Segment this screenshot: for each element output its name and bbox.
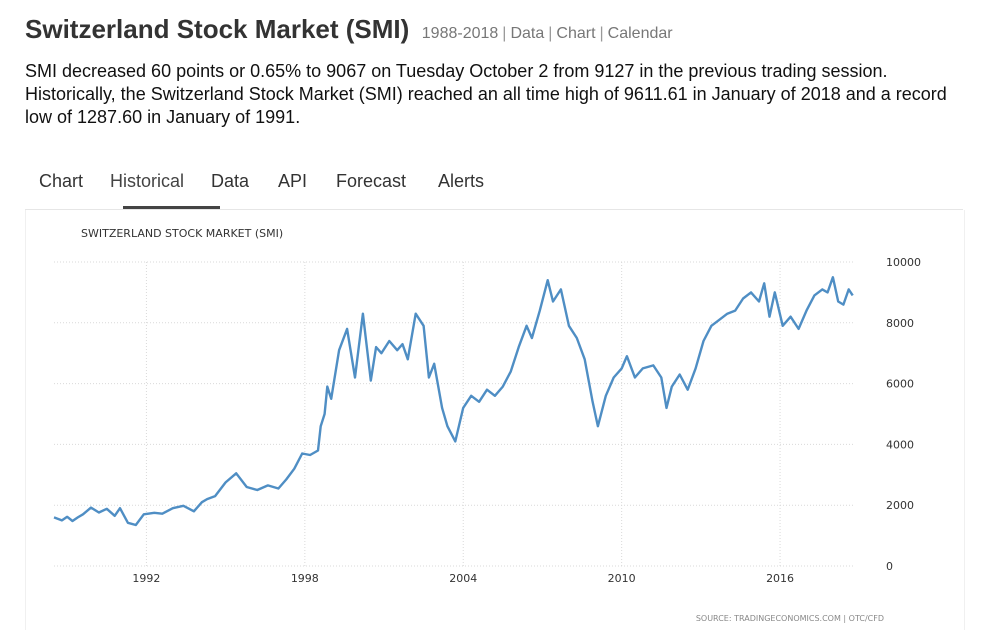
y-tick-label: 8000: [886, 317, 914, 330]
active-tab-indicator: [123, 206, 220, 209]
y-axis-ticks: 0 2000 4000 6000 8000 10000: [886, 256, 921, 573]
summary-text: SMI decreased 60 points or 0.65% to 9067…: [25, 61, 947, 127]
x-tick-label: 1998: [291, 572, 319, 585]
chart-grid: [54, 261, 854, 567]
chart-title: SWITZERLAND STOCK MARKET (SMI): [81, 227, 283, 240]
tab-historical[interactable]: Historical: [110, 171, 185, 191]
chart-link[interactable]: Chart: [556, 25, 596, 42]
series-line: [53, 276, 854, 527]
tab-bar: Chart Historical Data API Forecast Alert…: [25, 160, 963, 210]
x-axis-ticks: 1992 1998 2004 2010 2016: [132, 572, 794, 585]
x-tick-label: 2010: [608, 572, 636, 585]
tab-alerts[interactable]: Alerts: [438, 171, 485, 191]
tab-chart[interactable]: Chart: [39, 171, 84, 191]
page-header: Switzerland Stock Market (SMI) 1988-2018…: [25, 14, 673, 45]
page-title: Switzerland Stock Market (SMI): [25, 14, 410, 44]
chart-panel: SWITZERLAND STOCK MARKET (SMI) 0 2000 4000…: [25, 210, 965, 630]
x-tick-label: 2004: [449, 572, 477, 585]
x-tick-label: 1992: [132, 572, 160, 585]
calendar-link[interactable]: Calendar: [607, 25, 673, 42]
tab-data[interactable]: Data: [211, 171, 250, 191]
tab-api[interactable]: API: [278, 171, 308, 191]
y-tick-label: 0: [886, 560, 893, 573]
data-link[interactable]: Data: [510, 25, 545, 42]
chart-source: SOURCE: TRADINGECONOMICS.COM | OTC/CFD: [696, 614, 884, 623]
x-tick-label: 2016: [766, 572, 794, 585]
y-tick-label: 2000: [886, 499, 914, 512]
date-range: 1988-2018: [421, 25, 499, 42]
header-links: 1988-2018 | Data | Chart | Calendar: [421, 25, 673, 42]
y-tick-label: 4000: [886, 438, 914, 451]
y-tick-label: 10000: [886, 256, 921, 269]
smi-chart: SWITZERLAND STOCK MARKET (SMI) 0 2000 4000…: [53, 227, 921, 623]
tab-forecast[interactable]: Forecast: [336, 171, 407, 191]
y-tick-label: 6000: [886, 378, 914, 391]
